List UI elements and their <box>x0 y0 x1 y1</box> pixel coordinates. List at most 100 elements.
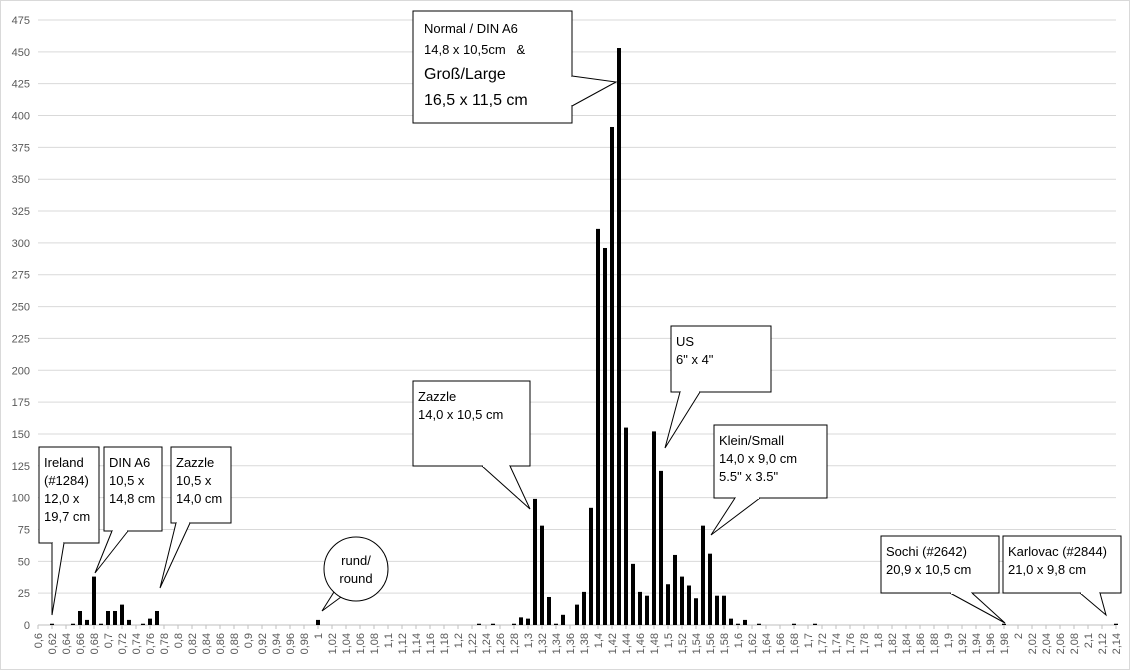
x-tick-label: 1,28 <box>509 633 521 654</box>
x-axis-tick-labels: 0,6 0,62 0,64 0,66 0,68 0,7 0,72 0,74 0,76 0,78 0,… <box>33 625 1123 654</box>
bar <box>50 623 54 625</box>
x-tick-label: 2,12 <box>1097 633 1109 654</box>
callout-pointer <box>571 75 618 107</box>
y-tick-label: 25 <box>18 588 30 600</box>
x-tick-label: 1,88 <box>929 633 941 654</box>
x-tick-label: 1,22 <box>467 633 479 654</box>
bar <box>813 623 817 625</box>
bar <box>645 595 649 625</box>
x-tick-label: 0,68 <box>89 633 101 654</box>
callout-zazzle-mid: Zazzle 14,0 x 10,5 cm <box>412 380 531 510</box>
x-tick-label: 1,12 <box>397 633 409 654</box>
x-tick-label: 1,14 <box>411 633 423 654</box>
x-tick-label: 0,7 <box>103 633 115 648</box>
x-tick-label: 0,8 <box>173 633 185 648</box>
y-tick-label: 325 <box>12 206 30 218</box>
x-tick-label: 1,18 <box>439 633 451 654</box>
x-tick-label: 1,48 <box>649 633 661 654</box>
callout-karlovac: Karlovac (#2844) 21,0 x 9,8 cm <box>1002 535 1122 617</box>
bar <box>512 623 516 625</box>
callout-text-line: 10,5 x <box>176 473 212 488</box>
bar <box>708 553 712 625</box>
bar <box>71 623 75 625</box>
bar <box>526 618 530 625</box>
callout-text-line: round <box>339 571 372 586</box>
callout-box <box>880 535 1000 594</box>
callout-normal-large: Normal / DIN A6 14,8 x 10,5cm & Groß/Large… <box>412 10 618 124</box>
callout-text-line: 14,8 x 10,5cm & <box>424 42 525 57</box>
callout-text-line: 14,0 x 10,5 cm <box>418 407 503 422</box>
x-tick-label: 1,86 <box>915 633 927 654</box>
callout-text-line: 12,0 x <box>44 491 80 506</box>
callout-box <box>170 446 232 524</box>
x-tick-label: 1,62 <box>747 633 759 654</box>
x-tick-label: 2,04 <box>1041 633 1053 654</box>
x-tick-label: 1,54 <box>691 633 703 654</box>
x-tick-label: 1,02 <box>327 633 339 654</box>
bar <box>547 596 551 625</box>
x-tick-label: 0,88 <box>229 633 241 654</box>
x-tick-label: 0,66 <box>75 633 87 654</box>
bar <box>582 591 586 625</box>
y-tick-label: 125 <box>12 461 30 473</box>
x-tick-label: 1,64 <box>761 633 773 654</box>
callout-text-line: 16,5 x 11,5 cm <box>424 92 528 109</box>
callout-klein-small: Klein/Small 14,0 x 9,0 cm 5.5" x 3.5" <box>710 424 828 536</box>
x-tick-label: 0,84 <box>201 633 213 654</box>
callout-text-line: Groß/Large <box>424 66 506 83</box>
bar <box>722 595 726 625</box>
x-tick-label: 1,98 <box>999 633 1011 654</box>
x-tick-label: 0,86 <box>215 633 227 654</box>
callout-text-line: 21,0 x 9,8 cm <box>1008 562 1086 577</box>
x-tick-label: 2,1 <box>1083 633 1095 648</box>
x-tick-label: 1,74 <box>831 633 843 654</box>
bar <box>610 126 614 625</box>
callout-text-line: 14,0 cm <box>176 491 222 506</box>
x-tick-label: 1,38 <box>579 633 591 654</box>
x-tick-label: 1,76 <box>845 633 857 654</box>
bar <box>680 576 684 625</box>
bar <box>127 619 131 625</box>
callout-pointer <box>664 391 701 449</box>
x-tick-label: 0,96 <box>285 633 297 654</box>
y-tick-label: 450 <box>12 47 30 59</box>
callout-us: US 6" x 4" <box>664 325 772 449</box>
callout-text-line: 5.5" x 3.5" <box>719 469 778 484</box>
callout-text-line: 14,8 cm <box>109 491 155 506</box>
callout-text-line: 19,7 cm <box>44 509 90 524</box>
callout-round: rund/round <box>321 536 389 612</box>
bar <box>666 584 670 625</box>
annotation-callouts: Ireland (#1284) 12,0 x 19,7 cm DIN A6 10,5 x 1… <box>38 10 1122 624</box>
bar <box>1002 623 1006 625</box>
callout-box <box>670 325 772 393</box>
y-tick-label: 200 <box>12 365 30 377</box>
callout-text-line: 20,9 x 10,5 cm <box>886 562 971 577</box>
bar <box>617 48 621 625</box>
bar <box>736 623 740 625</box>
callout-text-line: Klein/Small <box>719 433 784 448</box>
bar <box>792 623 796 625</box>
bar <box>631 563 635 625</box>
callout-text-line: (#1284) <box>44 473 89 488</box>
bar <box>729 618 733 625</box>
x-tick-label: 1,6 <box>733 633 745 648</box>
bar <box>596 228 600 625</box>
x-tick-label: 1,24 <box>481 633 493 654</box>
bar <box>757 623 761 625</box>
x-tick-label: 0,78 <box>159 633 171 654</box>
callout-box <box>412 380 531 467</box>
callout-pointer <box>1079 592 1107 617</box>
bar <box>554 623 558 625</box>
x-tick-label: 1,66 <box>775 633 787 654</box>
x-tick-label: 2,02 <box>1027 633 1039 654</box>
y-tick-label: 0 <box>24 620 30 632</box>
x-tick-label: 1,44 <box>621 633 633 654</box>
bar <box>519 617 523 625</box>
bar <box>477 623 481 625</box>
callout-text-line: Ireland <box>44 455 84 470</box>
x-tick-label: 1,08 <box>369 633 381 654</box>
x-tick-label: 0,6 <box>33 633 45 648</box>
bar <box>589 507 593 625</box>
bar <box>533 498 537 625</box>
bar <box>316 619 320 625</box>
